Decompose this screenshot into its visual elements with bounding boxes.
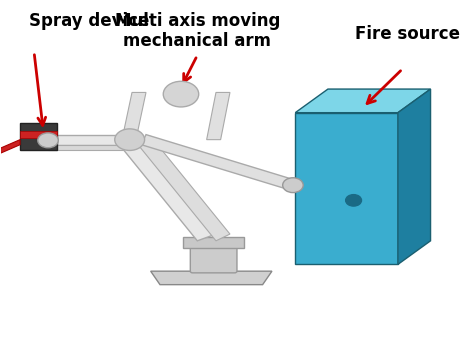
Text: Fire source: Fire source — [355, 25, 460, 43]
Circle shape — [163, 81, 199, 107]
Text: Spray device: Spray device — [29, 12, 150, 30]
Polygon shape — [48, 135, 123, 145]
Polygon shape — [295, 89, 430, 113]
Polygon shape — [151, 271, 272, 285]
Polygon shape — [0, 140, 20, 155]
FancyBboxPatch shape — [191, 246, 237, 273]
Polygon shape — [118, 136, 216, 241]
Polygon shape — [20, 123, 57, 150]
Circle shape — [38, 133, 58, 148]
Circle shape — [283, 178, 303, 192]
Circle shape — [115, 129, 145, 150]
Polygon shape — [48, 145, 123, 150]
Polygon shape — [207, 92, 230, 140]
Polygon shape — [183, 237, 244, 248]
Polygon shape — [141, 135, 295, 190]
Polygon shape — [20, 131, 57, 138]
Text: Multi axis moving
mechanical arm: Multi axis moving mechanical arm — [115, 12, 280, 50]
Circle shape — [346, 194, 362, 206]
Polygon shape — [295, 113, 398, 265]
Polygon shape — [398, 89, 430, 265]
Polygon shape — [123, 92, 146, 136]
Polygon shape — [137, 136, 230, 241]
